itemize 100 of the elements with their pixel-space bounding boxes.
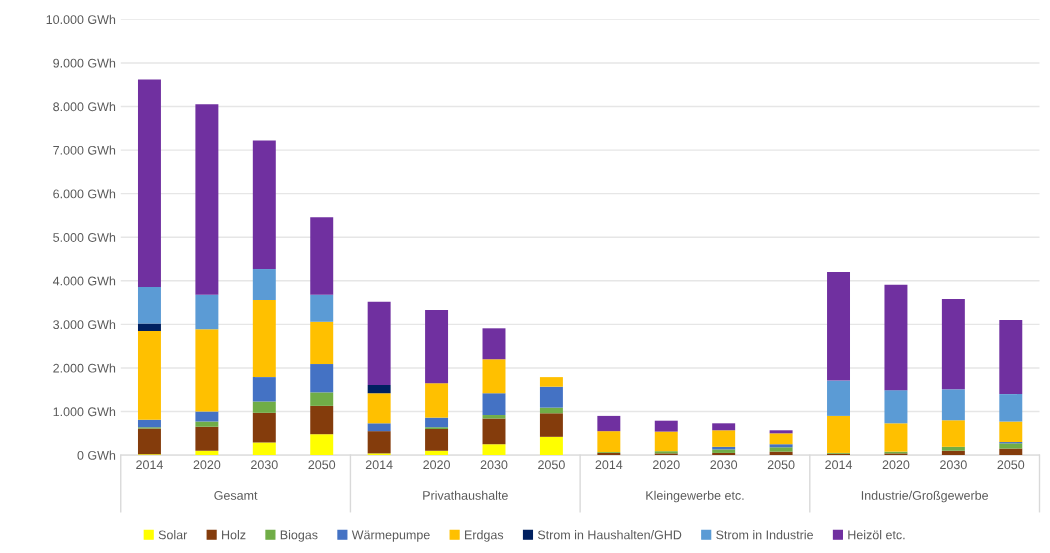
bar xyxy=(539,377,563,387)
y-tick-label: 4.000 GWh xyxy=(52,276,116,286)
bar xyxy=(482,359,506,394)
legend-label: Wärmepumpe xyxy=(351,530,430,542)
y-tick-label: 5.000 GWh xyxy=(53,232,116,242)
x-tick-label: 2050 xyxy=(997,460,1025,470)
x-tick-label: 2014 xyxy=(595,460,623,470)
bar xyxy=(941,450,965,456)
bar xyxy=(769,447,793,452)
bar xyxy=(310,364,334,393)
bar xyxy=(367,431,391,454)
text: Industrie/Großgewerbe xyxy=(861,490,989,503)
x-tick-label: 2020 xyxy=(882,460,910,470)
bar xyxy=(195,411,219,422)
bar xyxy=(310,405,334,435)
bar xyxy=(252,299,276,378)
legend-label: Holz xyxy=(222,530,246,540)
bar xyxy=(310,217,334,295)
bar xyxy=(769,433,793,445)
bar xyxy=(999,320,1023,395)
bar xyxy=(310,321,334,365)
bar xyxy=(884,423,908,452)
bar xyxy=(539,413,563,437)
bar xyxy=(884,390,908,424)
bar xyxy=(425,428,449,451)
bar xyxy=(941,389,965,421)
legend-label: Solar xyxy=(158,530,188,540)
bar xyxy=(425,310,449,384)
bar xyxy=(999,443,1023,449)
legend-label: Strom in Industrie xyxy=(716,530,813,540)
legend-label: Erdgas xyxy=(465,530,504,542)
bar xyxy=(482,328,506,360)
x-tick-label: 2030 xyxy=(710,460,738,470)
bar xyxy=(252,412,276,443)
bar xyxy=(310,434,334,456)
bar xyxy=(367,393,391,424)
bar xyxy=(252,442,276,456)
legend-label: Heizöl etc. xyxy=(848,530,905,540)
bar xyxy=(425,450,449,456)
x-tick-label: 2050 xyxy=(538,460,565,470)
x-tick-label: 2020 xyxy=(193,460,221,470)
bar xyxy=(195,104,219,295)
x-tick-label: 2020 xyxy=(423,460,450,470)
bar xyxy=(827,415,851,453)
bar xyxy=(654,420,678,432)
bar xyxy=(310,392,334,406)
bar xyxy=(941,446,965,451)
x-tick-label: 2014 xyxy=(136,460,163,470)
x-tick-label: 2030 xyxy=(251,460,278,470)
bar xyxy=(712,423,736,431)
x-tick-label: 2050 xyxy=(308,460,336,470)
bar xyxy=(310,294,334,322)
y-tick-label: 0 GWh xyxy=(77,450,116,460)
legend-label: Biogas xyxy=(280,530,318,542)
bar xyxy=(769,444,793,448)
y-tick-label: 10.000 GWh xyxy=(46,14,116,25)
bar xyxy=(252,269,276,300)
bar xyxy=(137,428,161,455)
text: Kleingewerbe etc. xyxy=(646,490,744,503)
bar xyxy=(137,323,161,331)
bar xyxy=(654,431,678,452)
bar xyxy=(252,377,276,402)
bar xyxy=(482,393,506,416)
x-tick-label: 2030 xyxy=(940,460,967,470)
bar xyxy=(482,444,506,456)
bar xyxy=(999,421,1023,443)
bar xyxy=(195,329,219,412)
bar xyxy=(482,418,506,445)
y-tick-label: 6.000 GWh xyxy=(53,189,116,199)
bar xyxy=(597,415,621,432)
bar xyxy=(195,294,219,330)
text: Privathaushalte xyxy=(423,490,508,500)
bar xyxy=(999,394,1023,422)
bar xyxy=(252,401,276,413)
bar xyxy=(367,423,391,432)
x-tick-label: 2050 xyxy=(767,460,795,470)
bar xyxy=(827,272,851,381)
y-tick-label: 9.000 GWh xyxy=(53,58,116,68)
bar xyxy=(539,436,563,456)
x-tick-label: 2020 xyxy=(652,460,680,470)
bar xyxy=(137,79,161,287)
bar xyxy=(941,299,965,390)
bar xyxy=(712,430,736,447)
bar xyxy=(884,284,908,391)
bar xyxy=(137,419,161,428)
bar xyxy=(367,384,391,394)
bar xyxy=(252,140,276,270)
y-tick-label: 8.000 GWh xyxy=(53,101,116,112)
x-tick-label: 2014 xyxy=(825,460,853,470)
bar xyxy=(367,301,391,385)
bar xyxy=(769,430,793,434)
bar xyxy=(941,420,965,447)
text: Gesamt xyxy=(214,491,258,500)
legend-label: Strom in Haushalten/GHD xyxy=(537,530,682,540)
bar xyxy=(195,421,219,427)
y-tick-label: 3.000 GWh xyxy=(53,319,116,330)
y-tick-label: 1.000 GWh xyxy=(53,407,116,417)
bar xyxy=(827,380,851,416)
bar xyxy=(137,286,161,324)
bar xyxy=(999,448,1023,456)
